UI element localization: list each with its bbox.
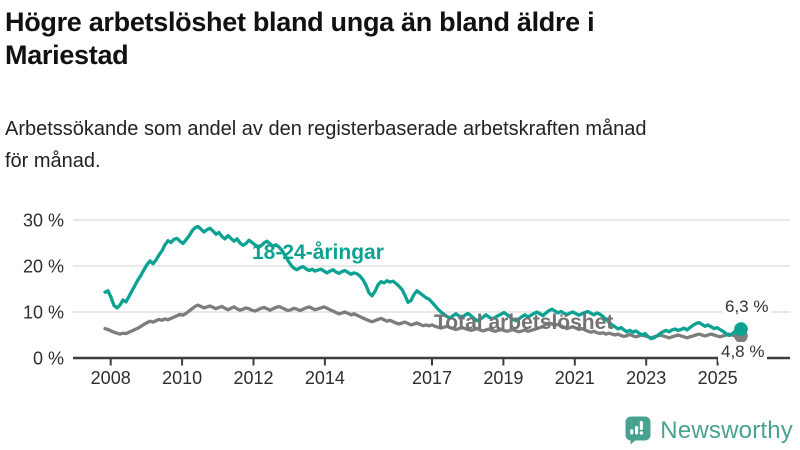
x-tick-label: 2023 [626,368,666,388]
x-tick-label: 2019 [483,368,523,388]
series-line-total [103,303,743,340]
x-tick-label: 2014 [305,368,345,388]
newsworthy-bubble-icon [625,416,651,445]
newsworthy-logo: Newsworthy [625,416,793,445]
y-tick-label: 10 % [23,303,64,323]
x-tick-label: 2025 [698,368,738,388]
x-tick-label: 2008 [91,368,131,388]
end-value-young: 6,3 % [722,297,772,317]
y-tick-label: 30 % [23,211,64,231]
x-tick-label: 2017 [412,368,452,388]
y-tick-label: 20 % [23,257,64,277]
chart-subtitle: Arbetssökande som andel av den registerb… [5,113,785,177]
series-label-young: 18-24-åringar [252,241,384,264]
subtitle-line-1: Arbetssökande som andel av den registerb… [5,118,647,140]
subtitle-line-2: för månad. [5,150,101,172]
title-line-2: Mariestad [5,40,129,70]
series-line-young [103,224,743,341]
x-tick-label: 2021 [555,368,595,388]
series-label-total: Total arbetslöshet [434,311,614,334]
page-title: Högre arbetslöshet bland unga än bland ä… [5,6,785,72]
x-tick-label: 2010 [162,368,202,388]
x-tick-label: 2012 [233,368,273,388]
newsworthy-wordmark: Newsworthy [660,416,793,444]
end-value-total: 4,8 % [718,342,768,362]
title-line-1: Högre arbetslöshet bland unga än bland ä… [5,7,595,37]
series-end-dot-young [734,322,748,336]
y-tick-label: 0 % [33,349,64,369]
